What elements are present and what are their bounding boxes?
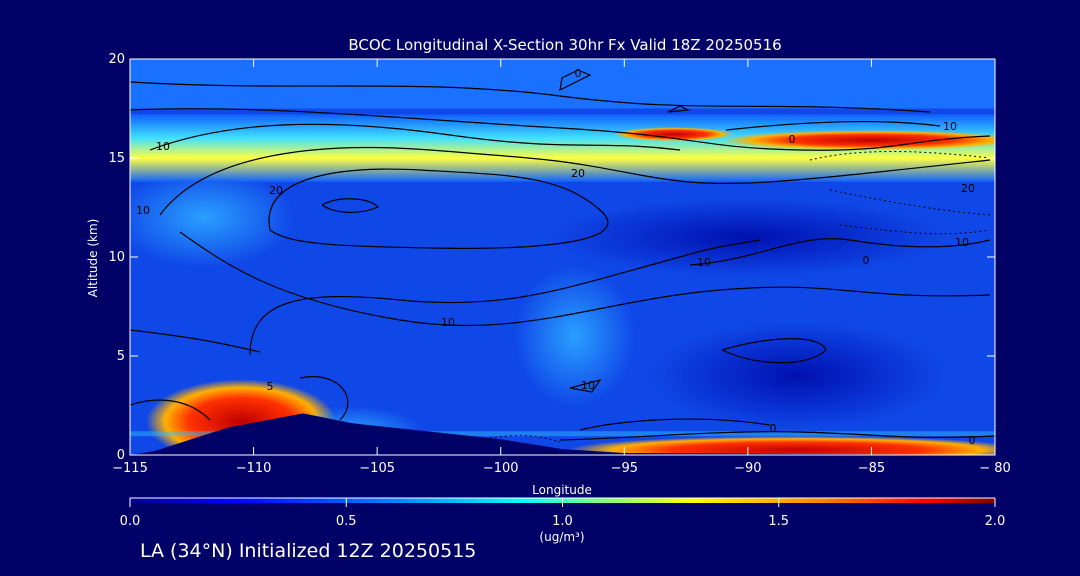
contour-line: [249, 239, 761, 356]
x-axis-label: Longitude: [532, 483, 592, 497]
contour-line: [579, 418, 771, 431]
contour-label: 0: [789, 133, 796, 146]
y-tick-label: 15: [108, 151, 125, 166]
field-stratosphere: [130, 59, 995, 109]
contour-label: 0: [770, 422, 777, 435]
colorbar-tick-label: 0.5: [336, 514, 357, 529]
contour-line: [130, 329, 261, 353]
y-tick-label: 5: [117, 349, 125, 364]
y-tick-label: 0: [117, 448, 125, 463]
x-tick-label: −115: [112, 461, 148, 476]
contour-line: [268, 168, 609, 249]
contour-label: 0: [863, 254, 870, 267]
x-tick-label: −105: [359, 461, 395, 476]
contour-label: 10: [136, 204, 150, 217]
x-tick-label: −95: [611, 461, 638, 476]
x-tick-label: −100: [483, 461, 519, 476]
contour-line-dotted: [479, 435, 561, 443]
x-tick-label: −85: [858, 461, 885, 476]
colorbar-tick-label: 2.0: [985, 514, 1006, 529]
x-tick-label: −90: [734, 461, 761, 476]
contour-label: 10: [441, 316, 455, 329]
contour-line: [299, 376, 349, 421]
field-surface-band: [130, 431, 995, 437]
contour-line-dotted: [839, 224, 991, 235]
contour-line-dotted: [829, 189, 991, 216]
colorbar-tick-label: 0.0: [120, 514, 141, 529]
contour-line-dotted: [809, 151, 991, 161]
contour-line: [321, 198, 379, 213]
contour-label: 10: [697, 256, 711, 269]
contour-label: 10: [943, 120, 957, 133]
field-dark-region: [647, 320, 948, 431]
contour-line: [689, 238, 991, 266]
field-dark-region: [547, 197, 948, 278]
contour-line: [159, 146, 991, 216]
contour-line: [721, 338, 827, 364]
contour-label: 5: [267, 380, 274, 393]
contour-label-group: 0 10 10 20 20 0 10 10 0 20 10 10 5 10 0 0: [136, 67, 976, 447]
terrain: [130, 413, 995, 455]
field-boundary-layer-east: [567, 436, 995, 455]
contour-line: [179, 231, 991, 327]
contour-label: 10: [581, 379, 595, 392]
y-tick-label: 20: [108, 52, 125, 67]
contour-label: 10: [955, 236, 969, 249]
chart-title: BCOC Longitudinal X-Section 30hr Fx Vali…: [348, 36, 781, 54]
y-tick-label: 10: [108, 250, 125, 265]
contour-line: [130, 399, 211, 421]
x-tick-label: − 80: [979, 461, 1011, 476]
field-light-region: [514, 266, 635, 407]
colorbar: 0.0 0.5 1.0 1.5 2.0: [120, 497, 1006, 529]
contour-label: 0: [969, 434, 976, 447]
contour-line: [559, 69, 592, 92]
contour-line: [149, 123, 681, 151]
colorbar-tick-label: 1.5: [768, 514, 789, 529]
contour-line: [559, 431, 995, 441]
concentration-field: [130, 59, 995, 455]
axes: −115 −110 −105 −100 −95 −90 −85 − 80 0 5 10 15 20: [108, 52, 1010, 476]
contour-label: 20: [269, 184, 283, 197]
contour-line: [667, 105, 691, 113]
colorbar-units: (ug/m³): [539, 530, 584, 544]
contour-label: 10: [156, 140, 170, 153]
y-axis-label: Altitude (km): [86, 219, 100, 298]
contour-line: [569, 379, 602, 393]
contour-line: [130, 81, 931, 113]
contour-label: 20: [571, 167, 585, 180]
contour-label: 20: [961, 182, 975, 195]
contour-lines: [130, 69, 995, 443]
footer-location: LA (34°N) Initialized 12Z 20250515: [140, 540, 477, 562]
contour-label: 0: [575, 67, 582, 80]
colorbar-tick-label: 1.0: [552, 514, 573, 529]
x-tick-label: −110: [236, 461, 272, 476]
field-tropopause-max: [613, 127, 734, 142]
contour-line: [725, 121, 941, 131]
field-tropopause-max: [721, 130, 995, 151]
contour-line: [130, 108, 991, 151]
field-light-region: [130, 167, 295, 268]
